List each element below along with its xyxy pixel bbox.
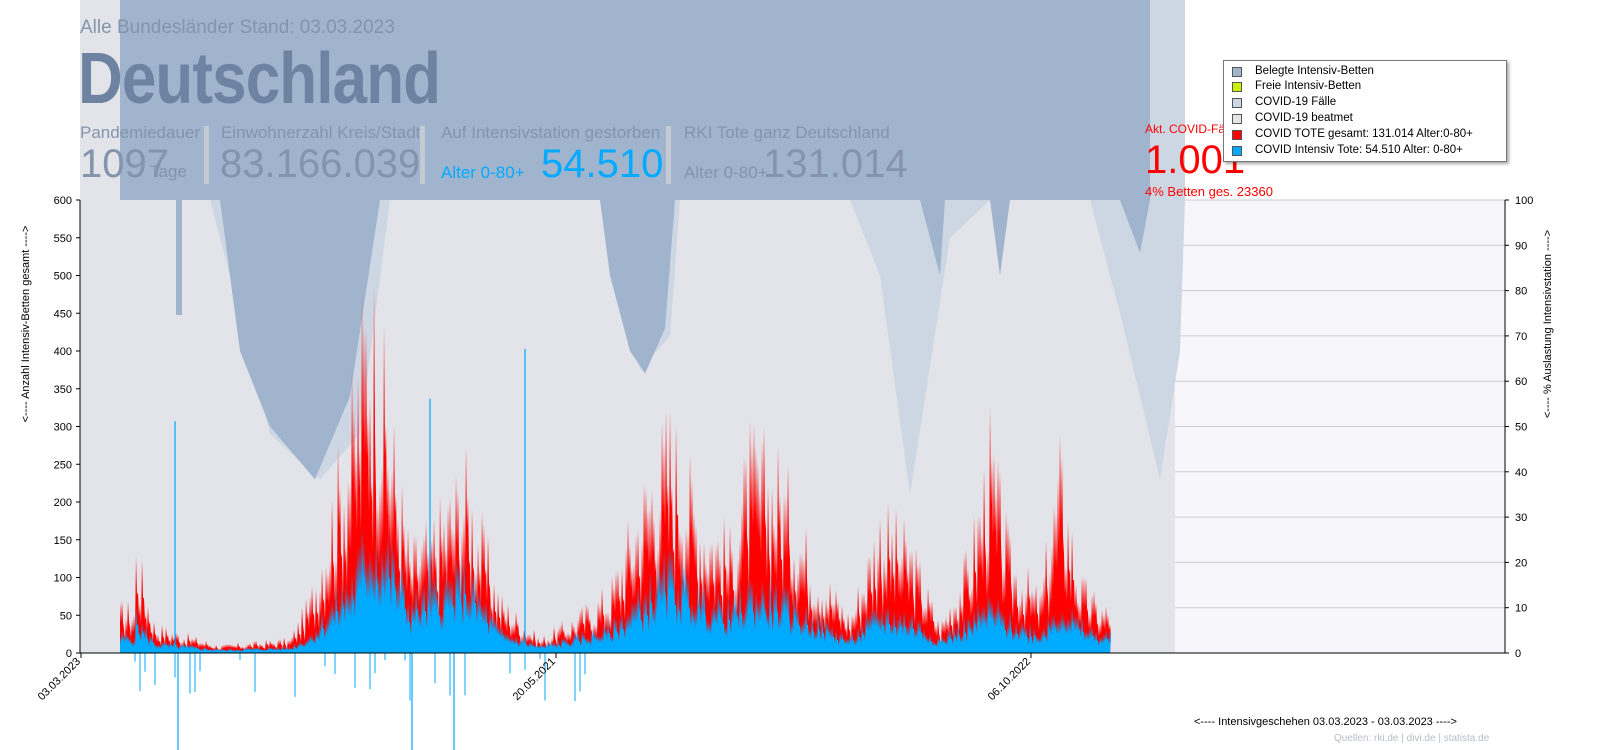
y-left-ticks: 0 50 100 150 200 250 300 350 400 450 500 550 600 bbox=[54, 195, 80, 660]
y-left-tick-label: 200 bbox=[54, 497, 72, 509]
legend-label: COVID Intensiv Tote: 54.510 Alter: 0-80+ bbox=[1255, 144, 1463, 156]
pandemic-unit: Tage bbox=[150, 162, 187, 181]
rki-deaths-age: Alter 0-80+ bbox=[684, 163, 768, 182]
population-label: Einwohnerzahl Kreis/Stadt bbox=[221, 123, 421, 142]
legend-label: COVID-19 beatmet bbox=[1255, 112, 1353, 124]
y-left-tick-label: 250 bbox=[54, 459, 72, 471]
y-axis-right-label: <---- % Auslastung Intensivstation ----> bbox=[1542, 229, 1554, 419]
legend-label: Freie Intensiv-Betten bbox=[1255, 80, 1362, 92]
chart-title: Deutschland bbox=[78, 39, 441, 119]
rki-deaths-value: 131.014 bbox=[763, 142, 908, 186]
y-right-tick-label: 80 bbox=[1515, 286, 1527, 298]
y-left-tick-label: 400 bbox=[54, 346, 72, 358]
pandemic-value: 1097 bbox=[80, 142, 169, 186]
x-tick-label: 06.10.2022 bbox=[986, 656, 1033, 703]
legend-swatch bbox=[1232, 82, 1242, 92]
right-grid-bands bbox=[1175, 199, 1505, 654]
y-right-tick-label: 30 bbox=[1515, 512, 1527, 524]
x-ticks: 03.03.2023 20.05.2021 06.10.2022 bbox=[36, 653, 1033, 703]
y-left-tick-label: 0 bbox=[66, 648, 72, 660]
icu-deaths-area bbox=[120, 527, 1111, 653]
y-left-tick-label: 50 bbox=[60, 610, 72, 622]
y-left-tick-label: 600 bbox=[54, 195, 72, 207]
y-right-tick-label: 70 bbox=[1515, 331, 1527, 343]
current-cases-sub: 4% Betten ges. 23360 bbox=[1145, 184, 1273, 199]
y-left-tick-label: 350 bbox=[54, 384, 72, 396]
sources-note: Quellen: rki.de | divi.de | statista.de bbox=[1334, 733, 1490, 744]
y-right-tick-label: 90 bbox=[1515, 240, 1527, 252]
y-right-tick-label: 60 bbox=[1515, 376, 1527, 388]
legend-swatch bbox=[1232, 67, 1242, 77]
separator bbox=[420, 126, 425, 184]
y-left-tick-label: 500 bbox=[54, 271, 72, 283]
chart-subtitle: Alle Bundesländer Stand: 03.03.2023 bbox=[80, 17, 395, 38]
y-right-tick-label: 10 bbox=[1515, 603, 1527, 615]
legend-label: COVID-19 Fälle bbox=[1255, 96, 1337, 108]
y-right-ticks: 0 10 20 30 40 50 60 70 80 90 100 bbox=[1505, 195, 1533, 660]
rki-deaths-label: RKI Tote ganz Deutschland bbox=[684, 123, 890, 142]
y-left-tick-label: 450 bbox=[54, 308, 72, 320]
occupied-beds-narrow-strip bbox=[176, 0, 182, 315]
population-value: 83.166.039 bbox=[220, 142, 421, 186]
y-right-tick-label: 0 bbox=[1515, 648, 1521, 660]
y-left-tick-label: 150 bbox=[54, 535, 72, 547]
x-axis-label: <---- Intensivgeschehen 03.03.2023 - 03.… bbox=[1194, 716, 1457, 728]
occupied-beds-area bbox=[120, 0, 1150, 480]
separator bbox=[666, 126, 671, 184]
legend-swatch bbox=[1232, 146, 1242, 156]
icu-deaths-label: Auf Intensivstation gestorben bbox=[441, 123, 661, 142]
x-tick-label: 03.03.2023 bbox=[36, 656, 83, 703]
y-right-tick-label: 50 bbox=[1515, 422, 1527, 434]
y-right-tick-label: 100 bbox=[1515, 195, 1533, 207]
negative-value-ticks bbox=[134, 653, 586, 750]
legend-label: COVID TOTE gesamt: 131.014 Alter:0-80+ bbox=[1255, 128, 1473, 140]
legend-swatch bbox=[1232, 114, 1242, 124]
y-right-tick-label: 40 bbox=[1515, 467, 1527, 479]
legend-swatch bbox=[1232, 130, 1242, 140]
current-cases-label: Akt. COVID-Fälle bbox=[1145, 122, 1238, 136]
separator bbox=[204, 126, 209, 184]
y-axis-left-label: <---- Anzahl Intensiv-Betten gesamt ----… bbox=[20, 225, 32, 423]
y-left-tick-label: 300 bbox=[54, 422, 72, 434]
y-left-tick-label: 550 bbox=[54, 233, 72, 245]
legend-label: Belegte Intensiv-Betten bbox=[1255, 65, 1374, 77]
icu-deaths-age: Alter 0-80+ bbox=[441, 163, 525, 182]
x-tick-label: 20.05.2021 bbox=[511, 656, 558, 703]
icu-deaths-value: 54.510 bbox=[541, 142, 664, 186]
covid-deaths-area bbox=[120, 284, 1111, 653]
legend-swatch bbox=[1232, 98, 1242, 108]
icu-death-spikes bbox=[174, 348, 526, 653]
y-right-tick-label: 20 bbox=[1515, 557, 1527, 569]
y-left-tick-label: 100 bbox=[54, 573, 72, 585]
legend: Belegte Intensiv-Betten Freie Intensiv-B… bbox=[1223, 60, 1507, 162]
pandemic-label: Pandemiedauer bbox=[80, 123, 201, 142]
